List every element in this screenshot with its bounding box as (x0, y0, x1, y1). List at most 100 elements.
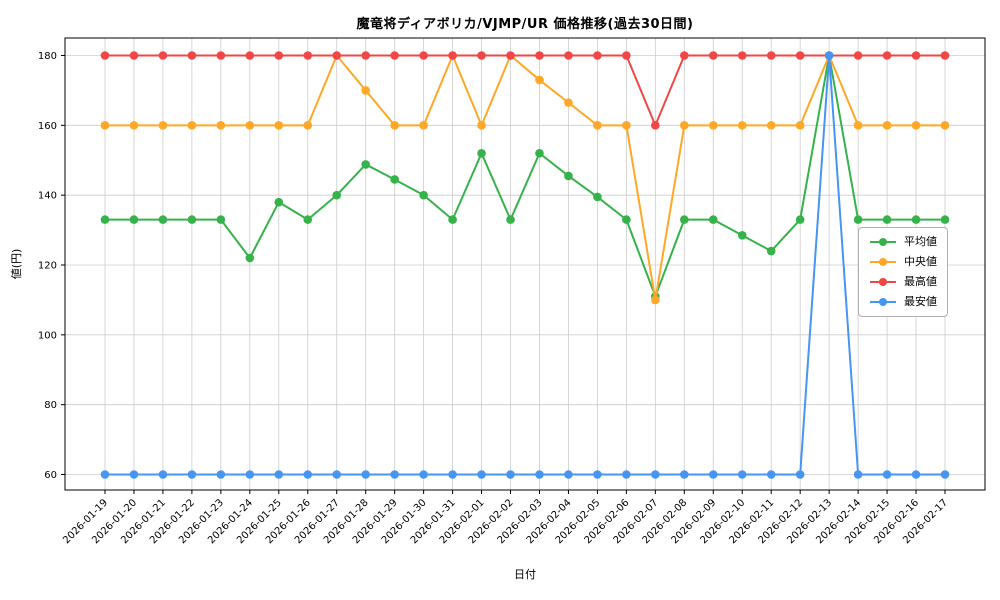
data-point-average (129, 215, 139, 224)
data-point-highest (680, 51, 689, 60)
y-tick-label: 120 (38, 261, 57, 272)
data-point-median (419, 121, 428, 130)
data-point-highest (737, 51, 747, 60)
data-point-average (448, 215, 457, 224)
data-point-lowest (824, 51, 834, 60)
legend-item-lowest: 最安値 (869, 295, 937, 309)
data-point-lowest (216, 470, 226, 479)
legend-marker-highest (870, 278, 896, 286)
data-point-median (303, 121, 313, 130)
y-tick-label: 140 (38, 191, 57, 202)
legend-item-median: 中央値 (869, 255, 937, 269)
data-point-highest (216, 51, 226, 60)
data-point-lowest (332, 470, 342, 479)
data-point-average (622, 215, 631, 224)
data-point-average (361, 160, 370, 169)
legend-label: 中央値 (904, 255, 937, 268)
series-line-average (105, 54, 945, 298)
data-point-average (766, 246, 776, 256)
data-point-lowest (419, 470, 428, 479)
data-point-average (535, 148, 544, 158)
data-point-highest (100, 51, 110, 60)
data-point-highest (419, 51, 428, 60)
data-point-highest (129, 51, 139, 60)
data-point-lowest (651, 470, 660, 479)
data-point-highest (795, 51, 805, 60)
data-point-lowest (593, 470, 602, 479)
data-point-highest (274, 51, 284, 60)
data-point-lowest (882, 470, 892, 479)
legend-item-average: 平均値 (869, 235, 937, 249)
data-point-average (940, 215, 950, 224)
data-point-highest (593, 51, 602, 60)
y-axis-label: 値(円) (10, 248, 23, 280)
data-point-average (882, 215, 892, 224)
data-point-average (708, 215, 718, 224)
data-point-highest (187, 51, 197, 60)
data-point-lowest (274, 470, 284, 479)
data-point-lowest (940, 470, 950, 479)
data-point-average (506, 215, 515, 224)
data-point-lowest (680, 470, 689, 479)
legend-marker-median (870, 258, 896, 266)
data-point-median (361, 86, 370, 95)
data-point-highest (448, 51, 457, 60)
data-point-median (708, 121, 718, 130)
data-point-lowest (390, 470, 399, 479)
data-point-average (187, 215, 197, 224)
data-point-lowest (853, 470, 863, 479)
data-point-median (187, 121, 197, 130)
y-tick-label: 160 (38, 121, 57, 132)
data-point-median (795, 121, 805, 130)
data-point-average (564, 171, 573, 181)
data-point-average (477, 148, 486, 158)
legend-label: 最高値 (904, 275, 937, 288)
data-point-median (853, 121, 863, 130)
y-tick-label: 180 (38, 51, 57, 62)
series-line-highest (105, 54, 945, 127)
data-point-lowest (129, 470, 139, 479)
x-axis-label: 日付 (514, 568, 536, 581)
data-point-highest (882, 51, 892, 60)
data-point-average (274, 197, 284, 207)
data-point-highest (651, 121, 660, 130)
data-point-lowest (448, 470, 457, 479)
data-point-average (245, 253, 255, 263)
data-point-highest (564, 51, 573, 60)
data-point-lowest (506, 470, 515, 479)
data-point-median (651, 295, 660, 305)
data-point-average (100, 215, 110, 224)
data-point-highest (245, 51, 255, 60)
data-point-median (622, 121, 631, 130)
data-point-lowest (477, 470, 486, 479)
data-point-lowest (303, 470, 313, 479)
data-point-median (766, 121, 776, 130)
chart-title: 魔竜将ディアボリカ/VJMP/UR 価格推移(過去30日間) (356, 17, 694, 32)
data-point-highest (506, 51, 515, 60)
data-point-average (680, 215, 689, 224)
data-point-lowest (911, 470, 921, 479)
data-point-median (882, 121, 892, 130)
data-point-lowest (622, 470, 631, 479)
legend: 平均値中央値最高値最安値 (858, 227, 948, 317)
y-tick-label: 100 (38, 330, 57, 341)
data-point-highest (158, 51, 168, 60)
data-point-average (737, 231, 747, 240)
data-point-highest (535, 51, 544, 60)
legend-item-highest: 最高値 (869, 275, 937, 289)
data-point-lowest (795, 470, 805, 479)
data-point-average (853, 215, 863, 224)
data-point-lowest (766, 470, 776, 479)
data-point-median (564, 98, 573, 107)
legend-label: 平均値 (904, 235, 937, 248)
data-point-median (245, 121, 255, 130)
data-point-highest (940, 51, 950, 60)
data-point-average (303, 215, 313, 224)
data-point-lowest (245, 470, 255, 479)
data-point-highest (477, 51, 486, 60)
data-point-lowest (158, 470, 168, 479)
data-point-highest (303, 51, 313, 60)
data-point-median (390, 121, 399, 130)
